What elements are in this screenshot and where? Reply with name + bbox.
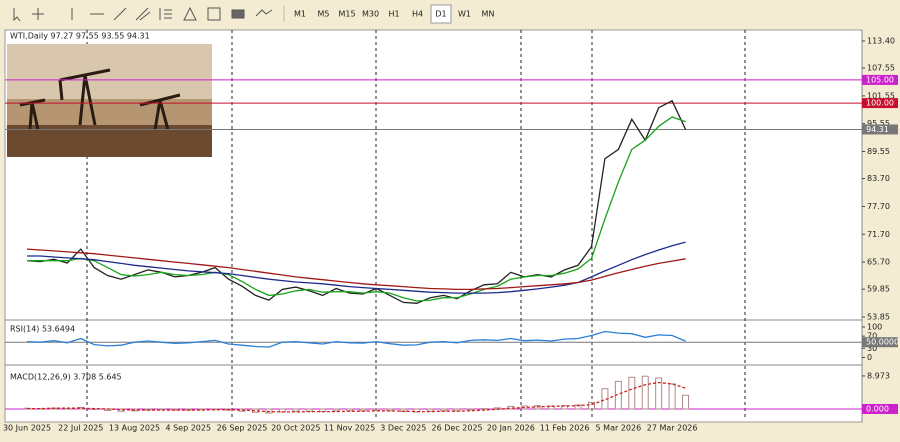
- y-tick-label: 77.70: [867, 202, 890, 211]
- y-tick-label: 83.70: [867, 174, 890, 183]
- pump: [58, 68, 111, 126]
- y-tick-label: 59.85: [867, 285, 890, 294]
- histogram-bar: [655, 377, 663, 410]
- y-tick-label: 53.85: [867, 312, 890, 321]
- histogram-bar: [587, 401, 595, 410]
- chart-title: WTI,Daily 97.27 97.55 93.55 94.31: [10, 32, 150, 41]
- x-tick-label: 11 Feb 2026: [540, 424, 590, 433]
- y-tick-label: 101.55: [867, 91, 895, 100]
- level-label: 105.00: [866, 75, 894, 84]
- x-tick-label: 4 Sep 2025: [165, 424, 211, 433]
- shape-icon[interactable]: [183, 6, 197, 21]
- cursor-icon[interactable]: [13, 8, 21, 22]
- level-label: 50.0000: [866, 338, 899, 347]
- ground: [7, 125, 212, 157]
- histogram-bar: [292, 408, 300, 412]
- x-tick-label: 26 Sep 2025: [217, 424, 268, 433]
- timeframe-button[interactable]: MN: [482, 10, 495, 19]
- histogram-bar: [480, 408, 488, 410]
- x-tick-label: 11 Nov 2025: [324, 424, 375, 433]
- price-line: [26, 248, 686, 291]
- pump: [19, 98, 46, 131]
- label-icon[interactable]: [231, 9, 245, 19]
- timeframe-button[interactable]: M5: [318, 10, 330, 19]
- y-tick-label: 30: [867, 344, 877, 353]
- level-box: [862, 74, 898, 85]
- timeframe-button[interactable]: D1: [435, 10, 446, 19]
- timeframe-button[interactable]: W1: [458, 10, 471, 19]
- histogram-bar: [574, 404, 582, 410]
- y-tick-label: 65.70: [867, 258, 890, 267]
- histogram-bar: [413, 408, 421, 413]
- histogram-bar: [157, 408, 165, 411]
- x-tick-label: 20 Jan 2026: [487, 424, 535, 433]
- histogram-bar: [426, 408, 434, 412]
- timeframe-button[interactable]: H4: [412, 10, 423, 19]
- level-box: [862, 124, 898, 135]
- x-tick-label: 3 Dec 2025: [380, 424, 426, 433]
- histogram-bar: [265, 408, 273, 414]
- timeframe-button[interactable]: H1: [388, 10, 399, 19]
- x-tick-label: 26 Dec 2025: [432, 424, 483, 433]
- y-tick-label: 8.973: [867, 371, 890, 380]
- trend-icon[interactable]: [113, 7, 127, 21]
- vertical-grid: [86, 30, 746, 420]
- level-label: 100.00: [866, 99, 894, 108]
- y-tick-label: 113.40: [867, 36, 895, 45]
- arrows-icon[interactable]: [255, 9, 273, 17]
- x-tick-label: 30 Jun 2025: [3, 424, 51, 433]
- x-tick-label: 20 Oct 2025: [271, 424, 320, 433]
- y-tick-label: 95.55: [867, 119, 890, 128]
- level-box: [862, 337, 898, 348]
- x-tick-label: 13 Aug 2025: [109, 424, 160, 433]
- level-label: 94.31: [866, 125, 889, 134]
- level-box: [862, 98, 898, 109]
- y-tick-label: 89.55: [867, 147, 890, 156]
- histogram-bar: [641, 375, 649, 410]
- histogram-bar: [668, 383, 676, 410]
- timeframe-button[interactable]: M15: [338, 10, 355, 19]
- histogram-bar: [372, 408, 380, 411]
- text-icon[interactable]: [207, 7, 221, 21]
- histogram-bar: [682, 394, 690, 410]
- indicator-line: [26, 330, 686, 348]
- price-line: [26, 99, 687, 304]
- y-tick-label: 107.55: [867, 64, 895, 73]
- histogram-bar: [467, 408, 475, 411]
- price-line: [27, 116, 686, 302]
- oil-image: [7, 44, 212, 157]
- timeframe-button[interactable]: M1: [294, 10, 306, 19]
- y-tick-label: 71.70: [867, 230, 890, 239]
- y-tick-label: 70: [867, 332, 877, 341]
- x-tick-label: 22 Jul 2025: [58, 424, 103, 433]
- y-tick-label: 100: [867, 322, 882, 331]
- level-box: [862, 403, 898, 414]
- histogram-bar: [547, 405, 555, 410]
- tool-icons: [13, 6, 285, 22]
- crosshair-icon[interactable]: [32, 8, 44, 20]
- macd-title: MACD(12,26,9) 3.708 5.645: [10, 373, 122, 382]
- histogram-bar: [198, 408, 206, 411]
- fibo-icon[interactable]: [159, 8, 172, 20]
- y-tick-label: 0: [867, 353, 872, 362]
- timeframe-button[interactable]: M30: [362, 10, 379, 19]
- histogram-bar: [628, 376, 636, 410]
- level-label: 0.000: [866, 404, 889, 413]
- x-tick-label: 27 Mar 2026: [647, 424, 698, 433]
- active-timeframe: [430, 4, 452, 24]
- histogram-bar: [332, 408, 340, 412]
- channel-icon[interactable]: [135, 7, 151, 21]
- x-tick-label: 5 Mar 2026: [596, 424, 642, 433]
- rsi-title: RSI(14) 53.6494: [10, 325, 75, 334]
